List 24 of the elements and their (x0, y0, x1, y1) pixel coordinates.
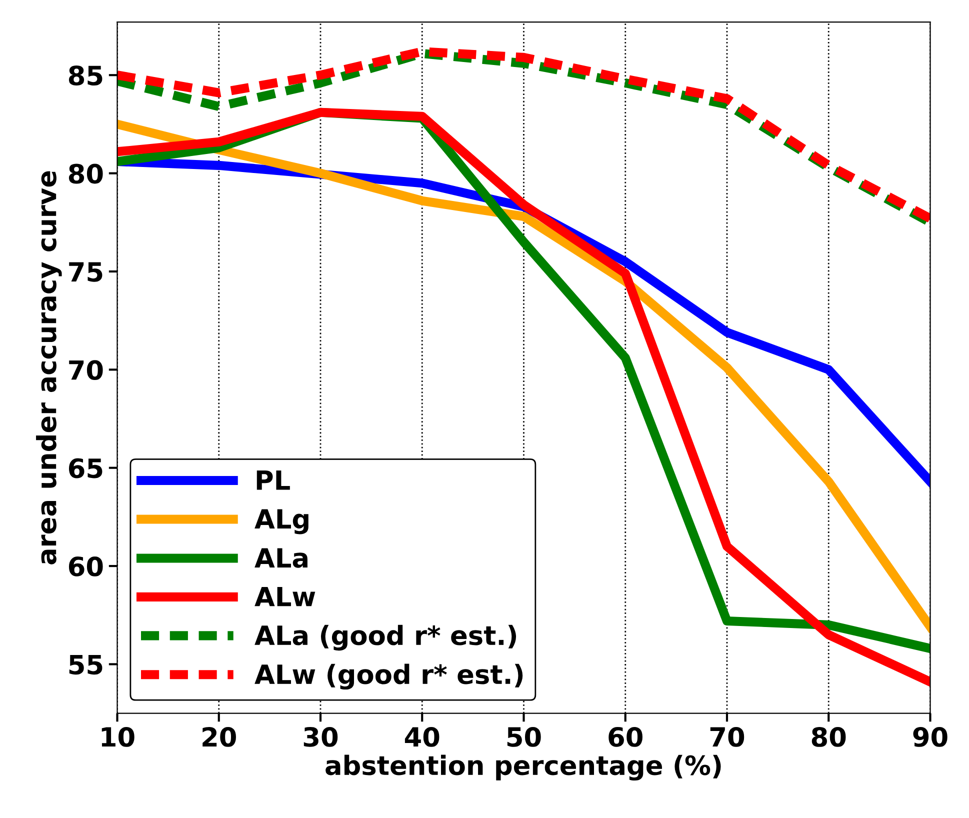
y-tick-label: 75 (69, 262, 102, 282)
legend-label: ALw (good r* est.) (254, 664, 523, 690)
y-tick-label: 70 (69, 360, 103, 380)
x-tick-label: 70 (710, 726, 744, 747)
x-tick-label: 80 (812, 726, 846, 747)
legend-label: ALa (good r* est.) (254, 624, 516, 651)
x-tick-label: 60 (608, 726, 642, 747)
y-tick-label: 55 (69, 654, 102, 675)
legend-label: ALg (254, 509, 308, 534)
x-tick-label: 40 (404, 726, 440, 747)
legend-label: ALw (254, 586, 316, 606)
x-tick-label: 50 (507, 726, 541, 747)
legend-label: ALa (254, 548, 308, 568)
y-axis-title: area under accuracy curve (36, 171, 62, 564)
y-tick-label: 80 (68, 164, 103, 184)
x-tick-label: 10 (102, 726, 134, 747)
y-tick-label: 85 (68, 66, 102, 86)
y-tick-label: 60 (68, 556, 103, 576)
x-tick-label: 90 (913, 726, 948, 747)
x-tick-label: 20 (202, 726, 236, 747)
y-tick-label: 65 (68, 458, 102, 478)
legend-label: PL (256, 470, 290, 490)
x-axis-title: abstention percentage (%) (326, 754, 721, 781)
x-tick-label: 30 (304, 726, 338, 747)
